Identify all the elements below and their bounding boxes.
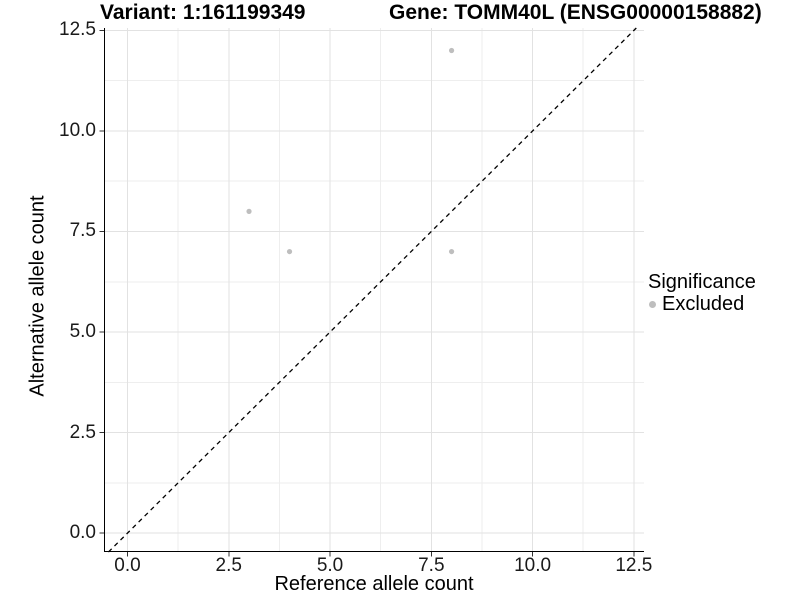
plot-title-gene: Gene: TOMM40L (ENSG00000158882) <box>389 1 762 24</box>
legend-title: Significance <box>648 271 756 293</box>
x-tick-label: 0.0 <box>114 555 141 576</box>
x-tick-label: 7.5 <box>418 555 445 576</box>
legend-entries: Excluded <box>646 294 756 315</box>
data-point <box>448 47 455 54</box>
x-axis-title: Reference allele count <box>274 573 474 595</box>
y-tick-label: 5.0 <box>69 321 96 343</box>
legend: Significance Excluded <box>646 272 756 315</box>
legend-entry-label: Excluded <box>662 293 745 315</box>
legend-point-icon <box>649 301 656 308</box>
y-tick-label: 0.0 <box>69 522 96 544</box>
x-tick-label: 10.0 <box>514 555 552 576</box>
x-tick-label: 2.5 <box>215 555 242 576</box>
legend-entry: Excluded <box>646 294 756 315</box>
plot-panel <box>99 27 644 557</box>
identity-line <box>107 27 637 553</box>
y-tick-label: 12.5 <box>59 19 96 41</box>
x-tick-label: 12.5 <box>615 555 653 576</box>
x-tick-label: 5.0 <box>316 555 344 576</box>
y-tick-label: 7.5 <box>69 220 96 242</box>
y-tick-label: 2.5 <box>69 421 96 443</box>
data-point <box>246 208 252 214</box>
data-point <box>286 248 293 255</box>
data-point <box>448 248 455 255</box>
plot-title-variant: Variant: 1:161199349 <box>100 1 306 24</box>
y-tick-label: 10.0 <box>59 119 96 141</box>
